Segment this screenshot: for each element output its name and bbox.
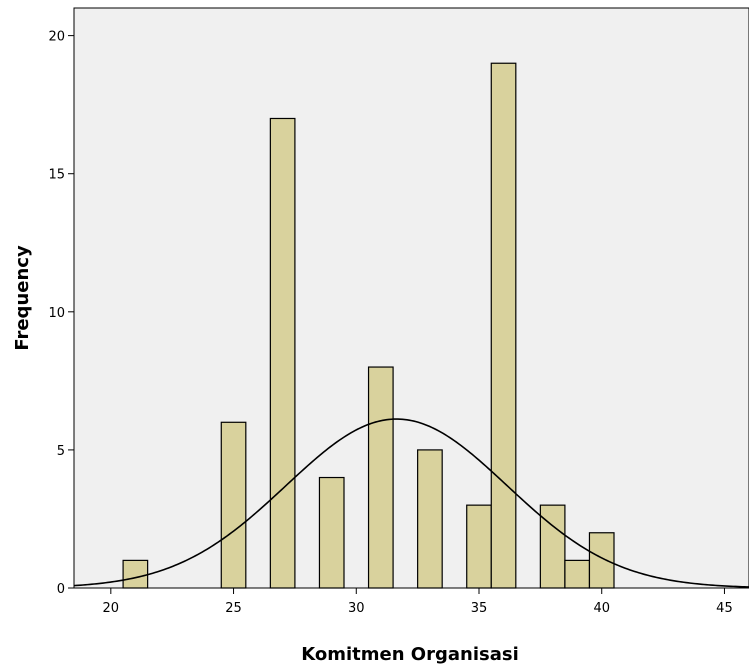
x-tick-label: 40	[593, 601, 610, 616]
histogram-bar-36	[490, 62, 517, 589]
bars-group	[122, 62, 615, 589]
x-tick-label: 35	[471, 601, 488, 616]
y-tick-label: 10	[48, 306, 65, 321]
histogram-bar-27	[269, 117, 296, 589]
y-axis-title: Frequency	[12, 245, 33, 351]
x-tick-label: 20	[103, 601, 120, 616]
y-tick-label: 15	[48, 168, 65, 183]
y-tick-label: 20	[48, 30, 65, 45]
histogram-bar-40	[588, 532, 615, 589]
histogram-bar-29	[318, 476, 345, 589]
x-tick-label: 45	[716, 601, 733, 616]
plot-area	[73, 7, 749, 589]
histogram-bar-31	[367, 366, 394, 589]
histogram-bar-35	[466, 504, 492, 589]
y-tick-label: 5	[57, 444, 65, 459]
x-tick-label: 30	[348, 601, 365, 616]
y-axis-ticks: 0 5 10 15 20	[48, 30, 74, 597]
histogram-bar-38	[539, 504, 566, 589]
normal-curve	[73, 418, 749, 588]
histogram-bar-21	[122, 559, 149, 589]
y-tick-label: 0	[57, 582, 65, 597]
x-tick-label: 25	[225, 601, 242, 616]
x-axis-title: Komitmen Organisasi	[301, 644, 519, 665]
x-axis-ticks: 20 25 30 35 40 45	[103, 588, 733, 616]
histogram-bar-25	[220, 421, 247, 589]
histogram-bar-39	[564, 559, 591, 589]
histogram-bar-33	[417, 449, 443, 589]
